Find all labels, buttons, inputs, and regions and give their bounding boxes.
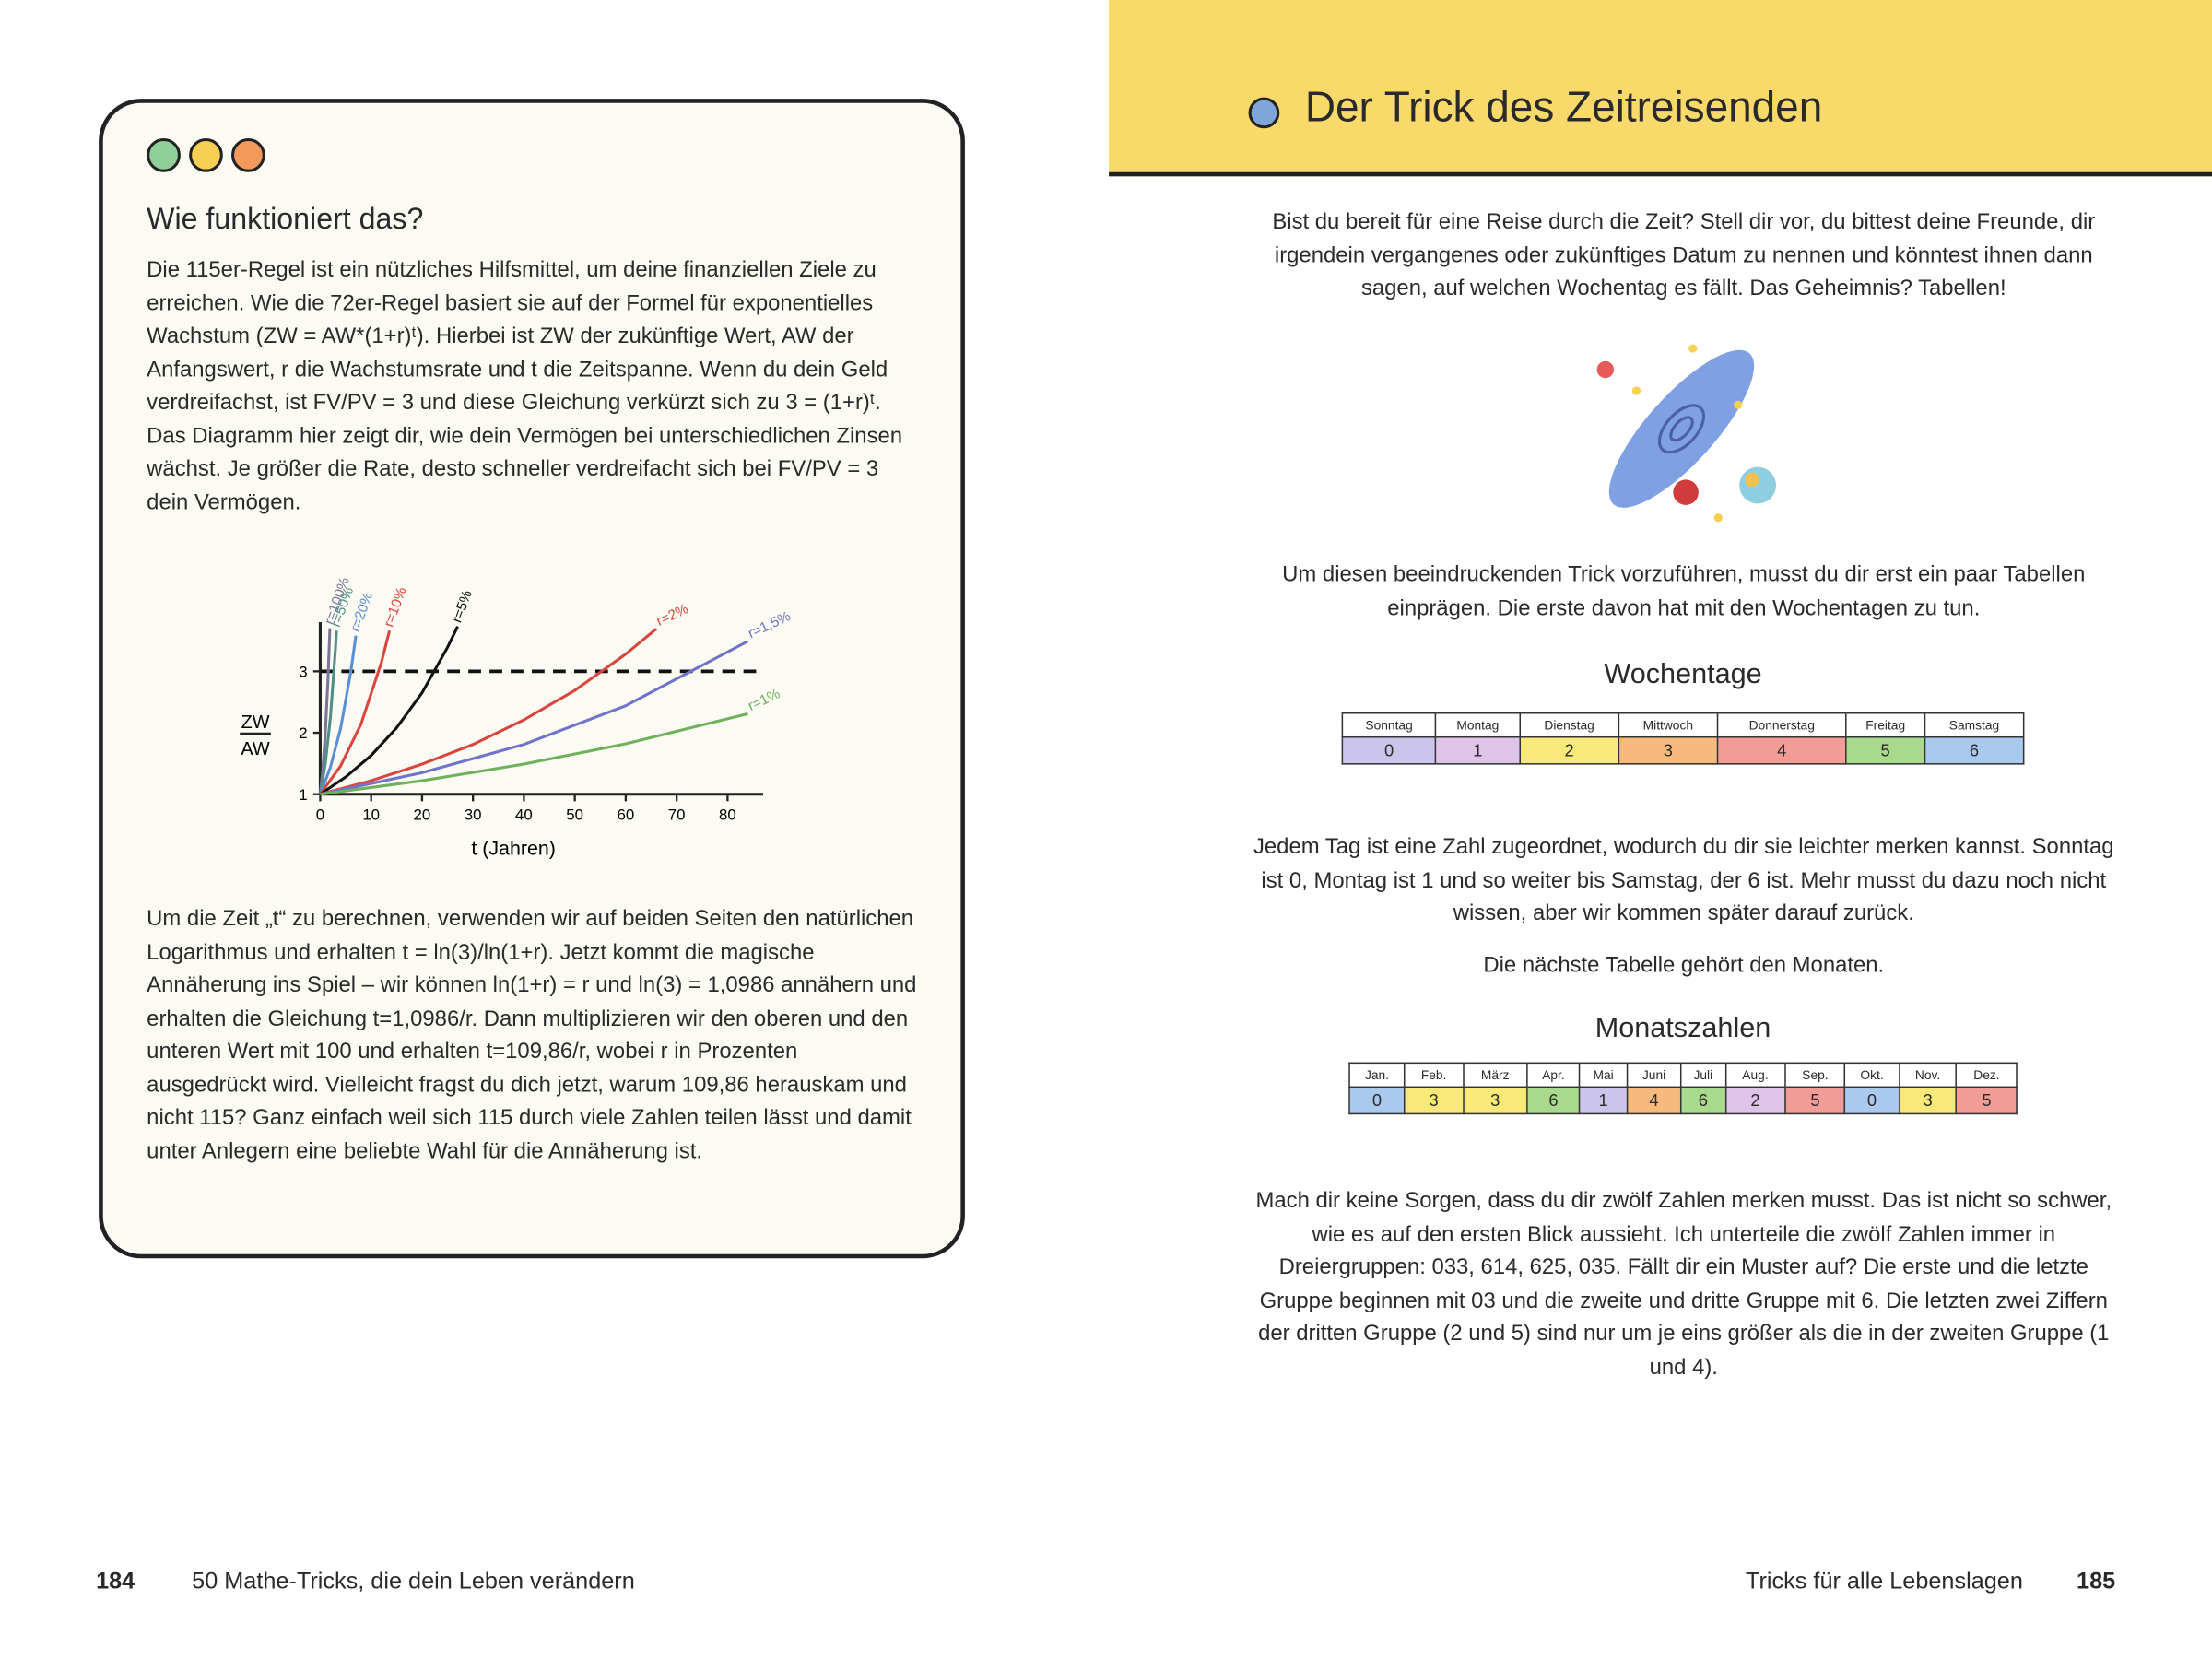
table-cell: 5 (1956, 1086, 2018, 1115)
paragraph: Um die Zeit „t“ zu berechnen, verwenden … (147, 907, 917, 1163)
y-label-denominator: AW (241, 739, 270, 759)
x-tick-label: 80 (719, 806, 736, 823)
series-label: r=5% (449, 588, 475, 625)
series-line (319, 629, 392, 795)
table-header: Jan. (1348, 1062, 1406, 1088)
y-label-numerator: ZW (241, 712, 270, 733)
series-label: r=1,5% (746, 608, 794, 641)
page-number: 184 (96, 1569, 135, 1594)
table-header: Mai (1579, 1062, 1629, 1088)
table-header: Sonntag (1341, 712, 1437, 738)
paragraph: Die 115er-Regel ist ein nützliches Hilfs… (147, 258, 903, 514)
x-tick-label: 10 (362, 806, 380, 823)
table-header: Samstag (1924, 712, 2025, 738)
month-table: Jan. Feb. März Apr. Mai Juni Juli Aug. Sep. Okt. N… (1348, 1062, 2018, 1115)
x-tick-label: 50 (566, 806, 583, 823)
x-tick-label: 30 (465, 806, 482, 823)
y-tick-label: 1 (299, 786, 307, 804)
table-header: Okt. (1844, 1062, 1900, 1088)
table-header: Nov. (1898, 1062, 1958, 1088)
table-cell: 3 (1462, 1086, 1528, 1115)
table-header: Apr. (1526, 1062, 1581, 1088)
table-header: Dez. (1956, 1062, 2018, 1088)
table-header: Aug. (1724, 1062, 1786, 1088)
section-name: Tricks für alle Lebenslagen (1746, 1569, 2023, 1594)
table-cell: 2 (1519, 735, 1620, 765)
table-header: März (1462, 1062, 1528, 1088)
table-header: Sep. (1784, 1062, 1846, 1088)
table-header: Feb. (1404, 1062, 1465, 1088)
title-banner (1109, 0, 2212, 177)
table-cell: 4 (1626, 1086, 1682, 1115)
table-header: Juni (1626, 1062, 1682, 1088)
y-tick-label: 3 (299, 663, 307, 680)
table-cell: 0 (1341, 735, 1437, 765)
table-header: Montag (1435, 712, 1521, 738)
table-header: Freitag (1845, 712, 1926, 738)
paragraph: Mach dir keine Sorgen, dass du dir zwölf… (1255, 1189, 2112, 1380)
weekday-table: Sonntag Montag Dienstag Mittwoch Donnerstag F… (1341, 712, 2025, 765)
dot-orange (231, 137, 265, 172)
series-line (318, 630, 338, 794)
table-cell: 1 (1435, 735, 1521, 765)
dot-green (147, 137, 181, 172)
info-card (99, 99, 965, 1259)
series-label: r=10% (381, 585, 409, 629)
table-cell: 3 (1898, 1086, 1958, 1115)
table-cell: 1 (1579, 1086, 1629, 1115)
paragraph: Die nächste Tabelle gehört den Monaten. (1483, 953, 1885, 978)
series-line (320, 640, 749, 796)
title-dot (1248, 97, 1280, 129)
series-line (319, 635, 358, 795)
table-cell: 6 (1924, 735, 2025, 765)
x-tick-label: 20 (414, 806, 431, 823)
table-header: Mittwoch (1618, 712, 1719, 738)
table-header: Juli (1679, 1062, 1726, 1088)
table-cell: 3 (1404, 1086, 1465, 1115)
table-cell: 0 (1844, 1086, 1900, 1115)
table-cell: 4 (1716, 735, 1847, 765)
book-title: 50 Mathe-Tricks, die dein Leben veränder… (192, 1569, 635, 1594)
table-cell: 6 (1679, 1086, 1726, 1115)
paragraph: Um diesen beeindruckenden Trick vorzufüh… (1282, 562, 2086, 620)
table-header: Donnerstag (1716, 712, 1847, 738)
page-number: 185 (2077, 1569, 2116, 1594)
series-line (319, 625, 459, 796)
table-header: Dienstag (1519, 712, 1620, 738)
x-tick-label: 40 (515, 806, 533, 823)
paragraph: Bist du bereit für eine Reise durch die … (1272, 210, 2096, 301)
table-cell: 2 (1724, 1086, 1786, 1115)
table-cell: 0 (1348, 1086, 1406, 1115)
series-label: r=1% (746, 686, 782, 714)
card-heading: Wie funktioniert das? (147, 203, 424, 236)
table-cell: 5 (1784, 1086, 1846, 1115)
table-cell: 6 (1526, 1086, 1581, 1115)
series-label: r=2% (654, 601, 691, 629)
y-tick-label: 2 (299, 724, 307, 742)
page-title: Der Trick des Zeitreisenden (1304, 84, 1823, 132)
table-title: Monatszahlen (1594, 1012, 1771, 1044)
paragraph: Jedem Tag ist eine Zahl zugeordnet, wodu… (1253, 835, 2114, 926)
series-line (320, 712, 748, 796)
series-line (320, 628, 658, 796)
x-tick-label: 60 (618, 806, 635, 823)
dot-yellow (189, 137, 223, 172)
x-tick-label: 0 (316, 806, 324, 823)
x-tick-label: 70 (668, 806, 686, 823)
galaxy-illustration (1596, 344, 1777, 523)
table-cell: 5 (1845, 735, 1926, 765)
table-title: Wochentage (1604, 658, 1762, 690)
x-axis-label: t (Jahren) (471, 838, 556, 860)
table-cell: 3 (1618, 735, 1719, 765)
